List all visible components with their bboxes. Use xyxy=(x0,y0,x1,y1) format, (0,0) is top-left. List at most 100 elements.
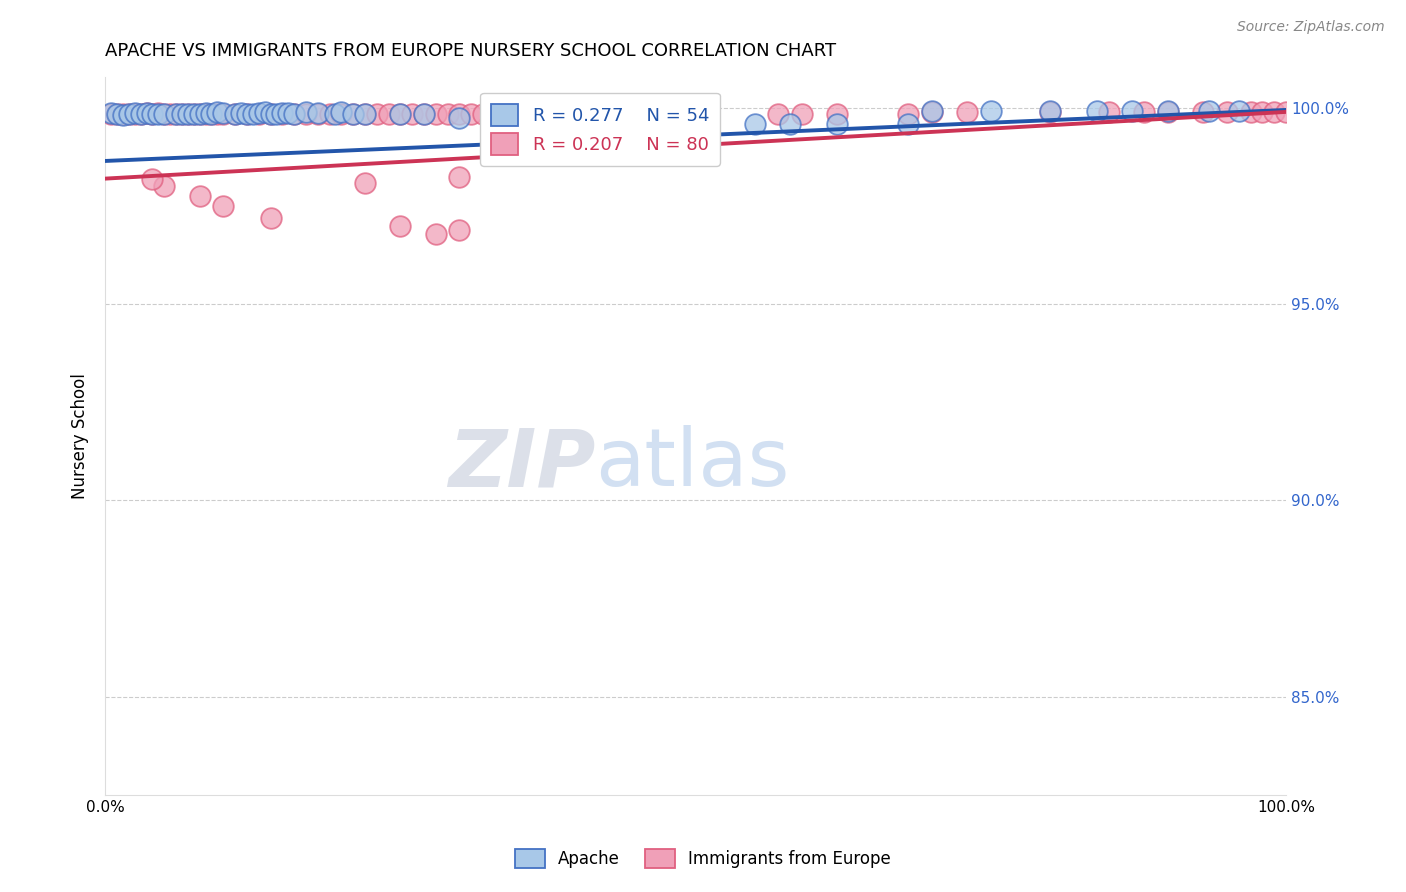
Point xyxy=(1157,103,1180,118)
Point xyxy=(377,107,399,121)
Point xyxy=(141,171,163,186)
Point xyxy=(342,107,364,121)
Point xyxy=(460,107,482,121)
Point xyxy=(200,107,222,121)
Point xyxy=(330,107,353,121)
Point xyxy=(236,107,259,121)
Point xyxy=(330,104,353,119)
Point xyxy=(921,104,943,119)
Point xyxy=(354,107,377,121)
Point xyxy=(1275,104,1298,119)
Point xyxy=(307,105,329,120)
Point xyxy=(366,107,388,121)
Point xyxy=(159,107,181,121)
Point xyxy=(425,107,447,121)
Point xyxy=(183,107,205,121)
Point xyxy=(295,104,318,119)
Point xyxy=(980,103,1002,118)
Point xyxy=(224,107,246,121)
Point xyxy=(148,107,170,121)
Point xyxy=(207,107,229,121)
Point xyxy=(325,107,347,121)
Point xyxy=(827,117,849,131)
Point xyxy=(271,105,294,120)
Point xyxy=(135,105,157,120)
Point xyxy=(177,107,200,121)
Point xyxy=(183,107,205,121)
Point xyxy=(413,107,436,121)
Point xyxy=(389,107,412,121)
Point xyxy=(956,104,979,119)
Point xyxy=(472,107,495,121)
Point xyxy=(354,107,377,121)
Point xyxy=(531,107,554,121)
Point xyxy=(389,219,412,233)
Point xyxy=(295,107,318,121)
Point xyxy=(266,107,288,121)
Point xyxy=(194,107,217,121)
Y-axis label: Nursery School: Nursery School xyxy=(72,373,89,499)
Point xyxy=(188,107,211,121)
Point xyxy=(1227,103,1250,118)
Point xyxy=(283,107,305,121)
Point xyxy=(591,117,613,131)
Point xyxy=(495,107,517,121)
Point xyxy=(212,107,235,121)
Point xyxy=(105,107,128,121)
Point xyxy=(449,111,471,125)
Legend: Apache, Immigrants from Europe: Apache, Immigrants from Europe xyxy=(508,842,898,875)
Point xyxy=(613,107,636,121)
Point xyxy=(413,107,436,121)
Point xyxy=(425,227,447,241)
Point xyxy=(129,107,152,121)
Point xyxy=(247,107,270,121)
Point xyxy=(111,108,134,122)
Point xyxy=(897,117,920,131)
Point xyxy=(744,117,766,131)
Point xyxy=(229,105,252,120)
Point xyxy=(170,107,193,121)
Point xyxy=(188,107,211,121)
Point xyxy=(685,117,707,131)
Point xyxy=(148,105,170,120)
Point xyxy=(165,107,187,121)
Point xyxy=(354,176,377,190)
Point xyxy=(207,104,229,119)
Point xyxy=(650,107,672,121)
Point xyxy=(401,107,423,121)
Point xyxy=(449,107,471,121)
Point xyxy=(259,107,281,121)
Point xyxy=(124,107,146,121)
Point xyxy=(153,107,176,121)
Point xyxy=(1039,103,1062,118)
Text: ZIP: ZIP xyxy=(449,425,595,503)
Point xyxy=(1198,103,1220,118)
Point xyxy=(253,104,276,119)
Point xyxy=(118,107,141,121)
Point xyxy=(508,107,530,121)
Text: APACHE VS IMMIGRANTS FROM EUROPE NURSERY SCHOOL CORRELATION CHART: APACHE VS IMMIGRANTS FROM EUROPE NURSERY… xyxy=(105,42,837,60)
Point xyxy=(153,107,176,121)
Point xyxy=(271,107,294,121)
Point xyxy=(790,107,813,121)
Point xyxy=(602,107,624,121)
Point xyxy=(921,103,943,118)
Point xyxy=(135,105,157,120)
Text: atlas: atlas xyxy=(595,425,790,503)
Point xyxy=(561,107,583,121)
Point xyxy=(212,105,235,120)
Point xyxy=(153,179,176,194)
Point xyxy=(236,107,259,121)
Point xyxy=(389,107,412,121)
Point xyxy=(1157,104,1180,119)
Point xyxy=(578,107,600,121)
Point xyxy=(283,107,305,121)
Point xyxy=(124,105,146,120)
Point xyxy=(1263,104,1285,119)
Point xyxy=(1192,104,1215,119)
Point xyxy=(1216,104,1239,119)
Point xyxy=(342,107,364,121)
Point xyxy=(318,107,340,121)
Point xyxy=(1085,103,1108,118)
Point xyxy=(1121,103,1143,118)
